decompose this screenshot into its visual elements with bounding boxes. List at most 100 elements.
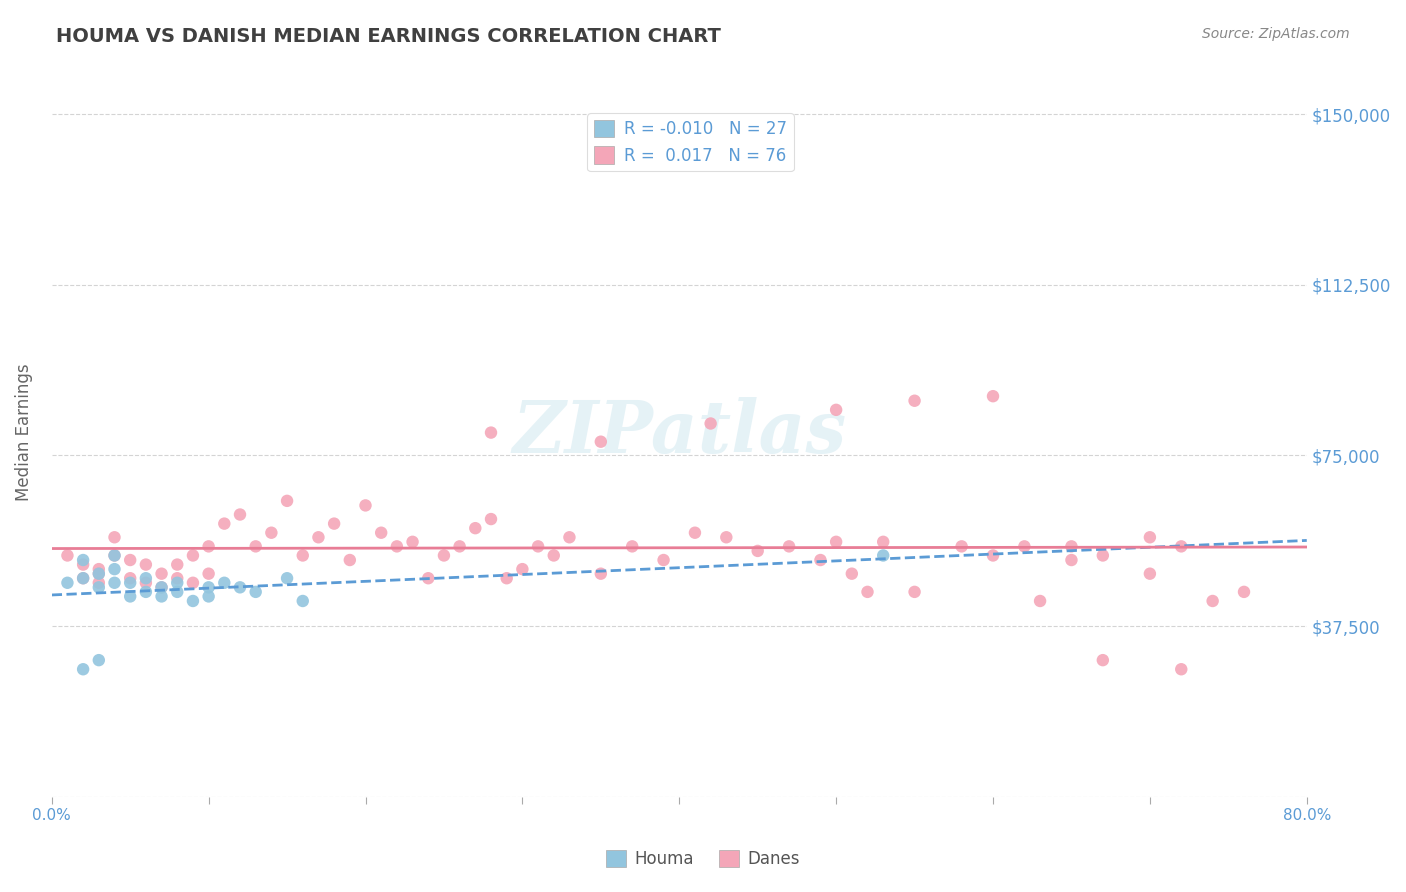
Point [56,549,79,563]
Point [229,508,252,522]
Point [120,571,142,585]
Point [120,590,142,604]
Point [120,575,142,590]
Point [495,571,517,585]
Point [276,571,298,585]
Point [181,549,204,563]
Point [621,540,644,554]
Point [245,585,267,599]
Point [291,549,314,563]
Point [841,566,863,581]
Point [810,553,832,567]
Point [385,540,408,554]
Point [103,549,125,563]
Point [103,530,125,544]
Point [512,562,534,576]
Text: ZIPatlas: ZIPatlas [512,397,846,468]
Point [307,530,329,544]
Point [87,562,110,576]
Point [103,562,125,576]
Point [120,553,142,567]
Point [825,534,848,549]
Point [716,530,738,544]
Point [150,566,173,581]
Point [449,540,471,554]
Point [1170,662,1192,676]
Point [747,544,769,558]
Point [589,566,612,581]
Point [87,566,110,581]
Point [1139,566,1161,581]
Point [339,553,361,567]
Point [87,566,110,581]
Point [683,525,706,540]
Point [981,389,1004,403]
Point [72,571,94,585]
Y-axis label: Median Earnings: Median Earnings [15,364,32,501]
Point [479,512,502,526]
Point [150,580,173,594]
Point [181,594,204,608]
Point [135,575,157,590]
Point [903,585,925,599]
Point [418,571,440,585]
Point [1170,540,1192,554]
Point [103,575,125,590]
Point [135,558,157,572]
Point [872,549,894,563]
Point [166,585,188,599]
Point [479,425,502,440]
Point [214,516,236,531]
Point [1233,585,1256,599]
Point [72,571,94,585]
Point [950,540,973,554]
Point [543,549,565,563]
Point [72,553,94,567]
Point [197,566,219,581]
Point [166,571,188,585]
Point [181,575,204,590]
Point [150,580,173,594]
Point [433,549,456,563]
Point [87,653,110,667]
Point [527,540,550,554]
Point [214,575,236,590]
Point [558,530,581,544]
Point [291,594,314,608]
Point [166,575,188,590]
Point [589,434,612,449]
Point [401,534,423,549]
Legend: Houma, Danes: Houma, Danes [599,843,807,875]
Point [135,571,157,585]
Point [166,558,188,572]
Point [276,494,298,508]
Point [1060,540,1083,554]
Point [354,499,377,513]
Point [150,590,173,604]
Point [825,402,848,417]
Point [981,549,1004,563]
Point [56,575,79,590]
Point [903,393,925,408]
Point [370,525,392,540]
Point [197,540,219,554]
Point [135,585,157,599]
Point [1060,553,1083,567]
Point [1139,530,1161,544]
Point [260,525,283,540]
Point [1029,594,1052,608]
Point [872,534,894,549]
Point [1091,549,1114,563]
Point [87,575,110,590]
Point [323,516,346,531]
Point [72,662,94,676]
Point [652,553,675,567]
Point [197,580,219,594]
Point [1091,653,1114,667]
Point [72,558,94,572]
Point [1201,594,1223,608]
Point [87,580,110,594]
Point [103,549,125,563]
Point [464,521,486,535]
Text: HOUMA VS DANISH MEDIAN EARNINGS CORRELATION CHART: HOUMA VS DANISH MEDIAN EARNINGS CORRELAT… [56,27,721,45]
